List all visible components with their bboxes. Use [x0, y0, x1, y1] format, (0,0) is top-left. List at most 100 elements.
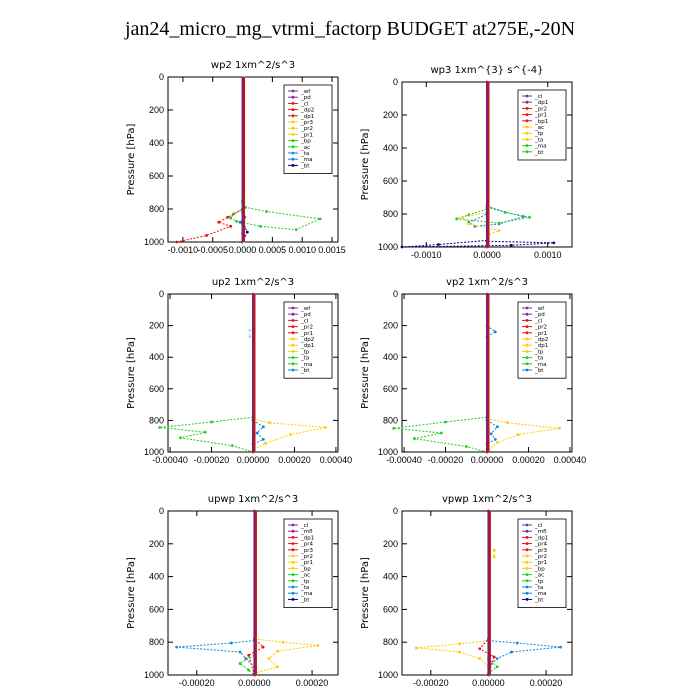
y-tick-label: 800: [149, 415, 164, 425]
legend-entry: _ma: [534, 362, 546, 368]
legend-entry: _dp2: [300, 108, 314, 114]
legend-entry: _pd: [534, 312, 545, 318]
data-point: [528, 215, 531, 219]
data-point: [324, 426, 327, 429]
legend-marker: [525, 325, 529, 328]
legend-marker: [525, 591, 529, 595]
legend-marker: [291, 579, 295, 583]
legend-entry: _wf: [534, 306, 545, 312]
legend-marker: [525, 548, 529, 552]
legend-entry: _pr1: [300, 132, 313, 138]
y-tick-label: 1000: [378, 447, 398, 457]
data-point: [510, 650, 513, 654]
data-point: [175, 645, 179, 649]
x-tick-label: -0.00020: [413, 678, 449, 688]
legend-entry: _wf: [300, 89, 311, 95]
y-tick-label: 400: [149, 138, 164, 148]
legend-entry: _bt: [534, 150, 544, 156]
legend-marker: [525, 113, 529, 116]
legend-marker: [525, 362, 529, 366]
legend-marker: [291, 343, 295, 347]
y-tick-label: 0: [159, 72, 164, 82]
legend-entry: _cl: [300, 318, 309, 324]
data-point: [230, 444, 234, 448]
data-point: [281, 640, 285, 644]
x-tick-label: 0.00020: [278, 455, 311, 465]
y-tick-label: 0: [159, 289, 164, 299]
legend-entry: _ac: [534, 573, 544, 579]
data-point: [248, 335, 252, 339]
y-tick-label: 0: [393, 506, 398, 516]
legend-entry: _pr2: [300, 126, 313, 132]
legend-entry: _bt: [300, 163, 310, 169]
legend-entry: _bp: [300, 139, 311, 145]
legend-marker: [291, 598, 295, 601]
legend-marker: [291, 151, 295, 155]
data-point: [437, 243, 440, 246]
data-point: [415, 646, 418, 650]
legend-marker: [525, 94, 529, 98]
legend-entry: _pr4: [300, 542, 314, 548]
x-tick-label: 0.00000: [237, 455, 270, 465]
legend-entry: _mfl: [534, 529, 547, 535]
panel-title: wp3 1xm^{3} s^{-4}: [430, 65, 543, 76]
legend-marker: [291, 362, 295, 366]
legend-entry: _dp1: [534, 100, 548, 106]
data-point: [495, 441, 499, 444]
legend-entry: _ma: [534, 144, 546, 150]
legend-marker: [525, 598, 529, 601]
legend-entry: _dp1: [534, 535, 548, 541]
legend-entry: _pr2: [534, 325, 547, 331]
y-tick-label: 1000: [378, 670, 398, 680]
legend-entry: _tp: [534, 579, 544, 585]
legend-marker: [525, 560, 529, 564]
series-line: [486, 418, 560, 451]
legend-marker: [291, 573, 295, 576]
legend-entry: _dp2: [534, 337, 548, 343]
data-point: [493, 330, 497, 334]
series-line: [479, 511, 495, 676]
legend-marker: [291, 554, 295, 558]
data-point: [288, 433, 292, 437]
legend-entry: _pr1: [300, 560, 313, 566]
data-point: [316, 644, 320, 647]
data-point: [261, 645, 265, 649]
legend-entry: _ac: [534, 125, 544, 131]
y-tick-label: 200: [383, 539, 398, 549]
legend-marker: [291, 542, 295, 545]
data-point: [248, 328, 252, 332]
legend-marker: [291, 368, 295, 372]
legend-entry: _pr3: [534, 548, 548, 554]
data-point: [492, 655, 496, 659]
data-point: [400, 245, 404, 249]
x-tick-label: 0.00020: [296, 678, 329, 688]
legend-entry: _dp2: [300, 337, 314, 343]
data-point: [229, 216, 233, 220]
legend-entry: _pr3: [300, 120, 314, 126]
panel-title: up2 1xm^2/s^3: [212, 277, 294, 288]
data-point: [179, 436, 182, 440]
legend-marker: [291, 319, 295, 322]
legend-marker: [291, 523, 295, 527]
x-tick-label: 0.0005: [259, 245, 287, 255]
legend-entry: _dp1: [300, 535, 314, 541]
data-point: [276, 665, 279, 669]
y-axis-label: Pressure [hPa]: [360, 129, 371, 201]
legend-entry: _bp1: [534, 119, 548, 125]
x-tick-label: -0.00020: [194, 455, 230, 465]
legend-marker: [525, 331, 529, 335]
legend-entry: _ta: [300, 585, 309, 591]
data-point: [245, 230, 249, 234]
legend-entry: _ac: [300, 145, 310, 151]
y-tick-label: 1000: [144, 670, 164, 680]
legend-marker: [525, 542, 529, 545]
legend-entry: _tp: [300, 349, 310, 355]
y-tick-label: 800: [383, 415, 398, 425]
y-tick-label: 800: [149, 204, 164, 214]
y-tick-label: 0: [393, 289, 398, 299]
data-point: [559, 645, 562, 649]
data-point: [495, 425, 499, 429]
legend-marker: [291, 356, 295, 359]
x-tick-label: 0.00040: [554, 455, 587, 465]
legend-marker: [291, 325, 295, 328]
